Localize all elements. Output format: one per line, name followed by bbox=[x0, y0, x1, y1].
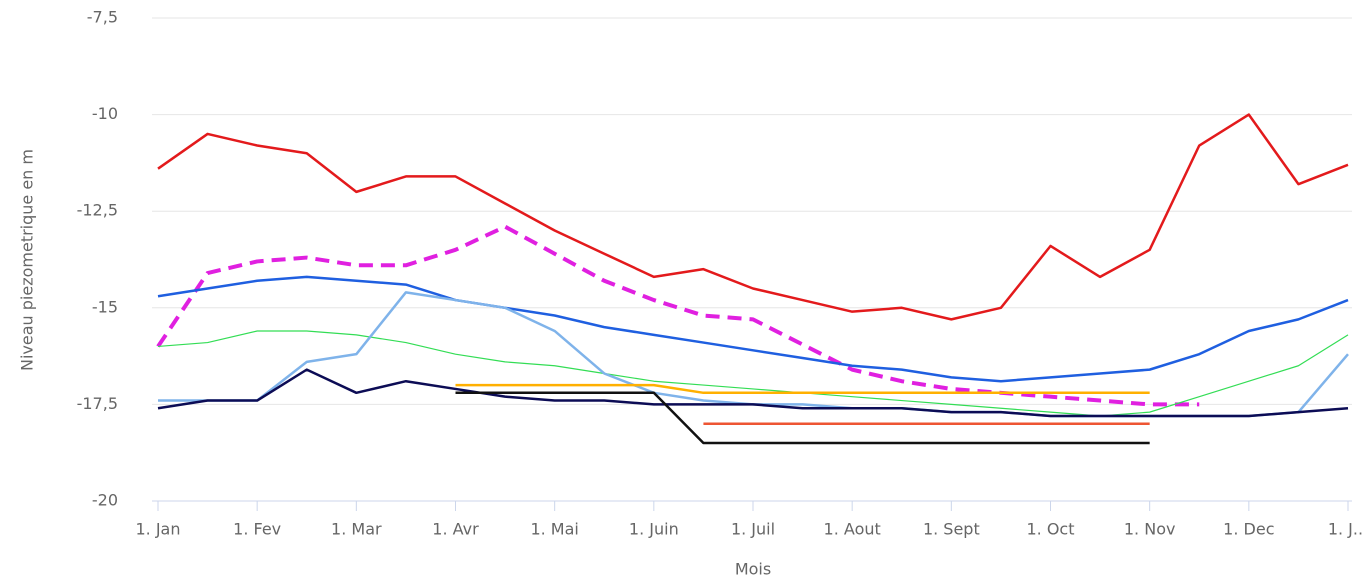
series-line bbox=[455, 383, 1150, 395]
series-line bbox=[157, 368, 1349, 418]
y-tick-label: -15 bbox=[92, 297, 118, 316]
series-line bbox=[156, 224, 1200, 407]
x-tick-label: 1. Oct bbox=[1026, 520, 1074, 539]
x-tick-label: 1. Mai bbox=[530, 520, 578, 539]
x-axis-title: Mois bbox=[735, 560, 771, 579]
series-line bbox=[157, 330, 1349, 417]
x-tick-label: 1. Mar bbox=[331, 520, 382, 539]
x-tick-label: 1. Nov bbox=[1124, 520, 1176, 539]
series-line bbox=[157, 113, 1349, 321]
series-line bbox=[157, 275, 1349, 383]
x-tick-label: 1. Sept bbox=[923, 520, 980, 539]
x-tick-label: 1. Dec bbox=[1223, 520, 1274, 539]
y-tick-label: -10 bbox=[92, 104, 118, 123]
x-tick-label: 1. J... bbox=[1328, 520, 1362, 539]
series-line bbox=[158, 291, 1349, 418]
series-line bbox=[455, 391, 1150, 445]
x-tick-label: 1. Juil bbox=[731, 520, 775, 539]
y-tick-label: -20 bbox=[92, 491, 118, 510]
x-tick-label: 1. Juin bbox=[629, 520, 679, 539]
y-axis-title: Niveau piezometrique en m bbox=[18, 149, 37, 371]
x-tick-label: 1. Aout bbox=[824, 520, 881, 539]
y-tick-label: -7,5 bbox=[87, 8, 118, 27]
y-tick-label: -12,5 bbox=[77, 201, 118, 220]
x-tick-label: 1. Fev bbox=[233, 520, 281, 539]
x-tick-label: 1. Jan bbox=[135, 520, 180, 539]
y-tick-label: -17,5 bbox=[77, 394, 118, 413]
x-tick-label: 1. Avr bbox=[432, 520, 479, 539]
